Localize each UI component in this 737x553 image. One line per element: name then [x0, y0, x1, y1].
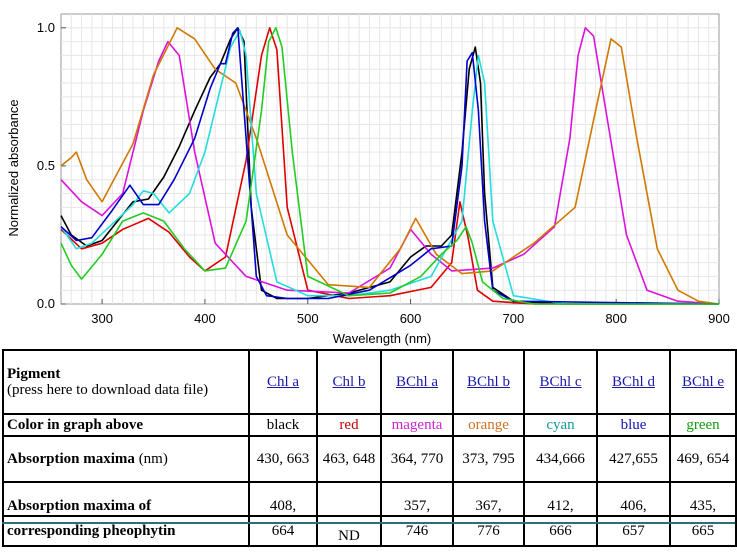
- pheophytin-label: Absorption maxima of: [7, 498, 152, 514]
- pheo-value: 406,: [596, 481, 671, 517]
- absorbance-chart: 300 400 500 600 700 800 900 0.0 0.5 1.0 Wavelengt…: [6, 13, 730, 346]
- abs-value: 427,655: [596, 435, 671, 483]
- series-group: [60, 27, 720, 305]
- y-axis-label: Normalized absorbance: [6, 99, 21, 236]
- pigment-header-cell[interactable]: Pigment (press here to download data fil…: [2, 349, 250, 415]
- table-row-pheophytin-2: corresponding pheophytin 664 ND 746 776 …: [2, 515, 737, 547]
- x-tick-label: 500: [297, 311, 319, 326]
- pheo-value: 412,: [523, 481, 598, 517]
- x-tick-label: 700: [503, 311, 525, 326]
- pheo-value: 435,: [669, 481, 737, 517]
- color-cell-green: green: [686, 417, 720, 433]
- table-row-color: Color in graph above black red magenta o…: [2, 413, 737, 437]
- color-cell-magenta: magenta: [391, 417, 443, 433]
- pheo-value-2: 666: [523, 515, 598, 547]
- pigment-table: Pigment (press here to download data fil…: [2, 349, 737, 547]
- abs-value: 463, 648: [316, 435, 382, 483]
- abs-value: 430, 663: [248, 435, 318, 483]
- absorption-label: Absorption maxima: [7, 451, 135, 467]
- pheo-value: 357,: [380, 481, 454, 517]
- color-cell-red: red: [339, 417, 359, 433]
- x-tick-label: 800: [605, 311, 627, 326]
- table-row-absorption: Absorption maxima (nm) 430, 663 463, 648…: [2, 435, 737, 483]
- x-tick-label: 600: [400, 311, 422, 326]
- pheo-value-2: 746: [380, 515, 454, 547]
- table-row-pheophytin: Absorption maxima of 408, 357, 367, 412,…: [2, 481, 737, 517]
- pheophytin-label-2: corresponding pheophytin: [7, 523, 176, 539]
- x-tick-label: 400: [194, 311, 216, 326]
- abs-value: 373, 795: [452, 435, 525, 483]
- download-note[interactable]: (press here to download data file): [7, 382, 209, 398]
- color-cell-black: black: [266, 417, 300, 433]
- x-tick-label: 900: [708, 311, 730, 326]
- color-cell-blue: blue: [620, 417, 647, 433]
- pheo-value-2: 776: [452, 515, 525, 547]
- abs-value: 434,666: [523, 435, 598, 483]
- series-line-chl-b: [60, 27, 719, 305]
- pheo-value-2: 664: [248, 515, 318, 547]
- pigment-link-bchl-b[interactable]: BChl b: [467, 374, 510, 390]
- series-line-bchl-e: [60, 27, 719, 305]
- pigment-link-bchl-e[interactable]: BChl e: [681, 374, 725, 390]
- grid: [61, 14, 719, 304]
- color-label: Color in graph above: [7, 417, 143, 433]
- pheo-value-2: 665: [669, 515, 737, 547]
- section-divider: [2, 522, 735, 524]
- y-tick-label: 1.0: [37, 20, 55, 35]
- y-tick-label: 0.0: [37, 296, 55, 311]
- abs-value: 469, 654: [669, 435, 737, 483]
- pheo-value: [316, 481, 382, 517]
- pheo-value-2: ND: [316, 515, 382, 547]
- pigment-link-bchl-a[interactable]: BChl a: [395, 374, 439, 390]
- abs-value: 364, 770: [380, 435, 454, 483]
- absorption-unit: (nm): [134, 451, 168, 467]
- color-cell-orange: orange: [468, 417, 509, 433]
- pigment-link-chl-b[interactable]: Chl b: [332, 374, 366, 390]
- table-row-pigment: Pigment (press here to download data fil…: [2, 349, 737, 415]
- pigment-link-bchl-c[interactable]: BChl c: [539, 374, 582, 390]
- pigment-header: Pigment: [7, 366, 61, 382]
- pigment-link-chl-a[interactable]: Chl a: [266, 374, 300, 390]
- series-line-chl-a: [60, 27, 719, 305]
- pheo-value: 367,: [452, 481, 525, 517]
- pheo-value-2: 657: [596, 515, 671, 547]
- series-line-bchl-b: [60, 27, 720, 305]
- pheo-value: 408,: [248, 481, 318, 517]
- pigment-link-bchl-d[interactable]: BChl d: [612, 374, 655, 390]
- x-tick-label: 300: [91, 311, 113, 326]
- axes: 300 400 500 600 700 800 900 0.0 0.5 1.0: [37, 20, 730, 326]
- x-axis-label: Wavelength (nm): [333, 331, 432, 346]
- y-tick-label: 0.5: [37, 158, 55, 173]
- color-cell-cyan: cyan: [546, 417, 575, 433]
- series-line-bchl-d: [60, 27, 720, 305]
